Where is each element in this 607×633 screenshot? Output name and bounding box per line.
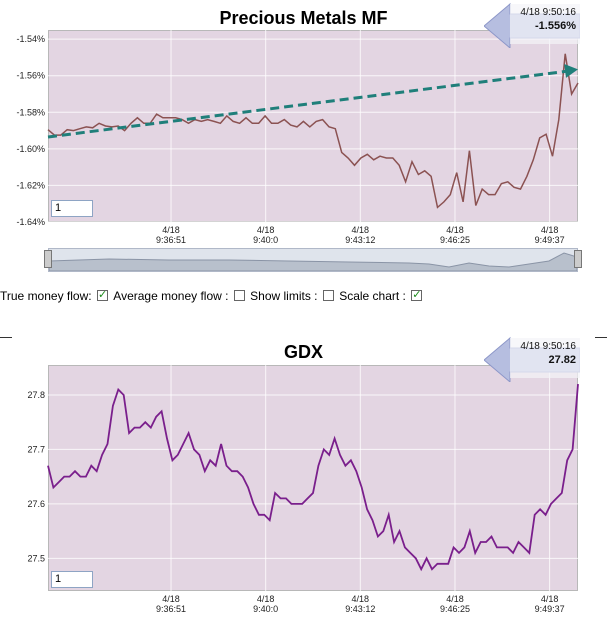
bottom-value-callout: 4/18 9:50:16 27.82 bbox=[484, 336, 580, 382]
y-tick-label: 27.6 bbox=[27, 499, 45, 509]
x-tick-label: 9:36:51 bbox=[156, 604, 186, 614]
y-tick-label: -1.58% bbox=[16, 107, 45, 117]
x-tick-label: 9:40:0 bbox=[253, 235, 278, 245]
x-tick-label: 4/18 bbox=[352, 594, 370, 604]
top-zoom-input[interactable]: 1 bbox=[51, 200, 93, 217]
show-limits-label: Show limits : bbox=[250, 288, 318, 303]
x-tick-label: 4/18 bbox=[257, 594, 275, 604]
x-tick-label: 4/18 bbox=[541, 225, 559, 235]
chart-controls: True money flow: Average money flow : Sh… bbox=[0, 288, 424, 303]
x-tick-label: 4/18 bbox=[257, 225, 275, 235]
x-tick-label: 4/18 bbox=[541, 594, 559, 604]
y-tick-label: 27.7 bbox=[27, 444, 45, 454]
average-money-flow-checkbox[interactable] bbox=[233, 290, 245, 302]
x-tick-label: 9:49:37 bbox=[535, 235, 565, 245]
top-chart-title: Precious Metals MF bbox=[219, 8, 388, 28]
trend-arrow-head bbox=[564, 64, 578, 78]
y-tick-label: -1.54% bbox=[16, 34, 45, 44]
corner-mark-left bbox=[0, 337, 12, 338]
x-tick-label: 9:40:0 bbox=[253, 604, 278, 614]
y-tick-label: -1.62% bbox=[16, 180, 45, 190]
bottom-chart-title: GDX bbox=[283, 342, 323, 362]
true-money-flow-label: True money flow: bbox=[0, 288, 92, 303]
top-callout-time: 4/18 9:50:16 bbox=[520, 7, 576, 18]
x-tick-label: 9:43:12 bbox=[345, 604, 375, 614]
top-value-callout: 4/18 9:50:16 -1.556% bbox=[484, 2, 580, 48]
navigator-left-handle[interactable] bbox=[44, 250, 52, 268]
callout-arrow-icon bbox=[484, 2, 580, 48]
corner-mark-right bbox=[595, 337, 607, 338]
y-tick-label: 27.8 bbox=[27, 390, 45, 400]
x-tick-label: 9:46:25 bbox=[440, 604, 470, 614]
callout-arrow-icon bbox=[484, 336, 580, 382]
price-line bbox=[47, 384, 579, 572]
y-tick-label: -1.64% bbox=[16, 217, 45, 227]
x-tick-label: 9:36:51 bbox=[156, 235, 186, 245]
x-tick-label: 4/18 bbox=[446, 225, 464, 235]
scale-chart-checkbox[interactable] bbox=[411, 288, 423, 302]
bottom-callout-value: 27.82 bbox=[548, 354, 576, 366]
trend-arrow-line bbox=[47, 69, 571, 139]
y-tick-label: -1.60% bbox=[16, 144, 45, 154]
x-tick-label: 4/18 bbox=[446, 594, 464, 604]
x-tick-label: 9:49:37 bbox=[535, 604, 565, 614]
y-tick-label: -1.56% bbox=[16, 71, 45, 81]
scale-chart-label: Scale chart : bbox=[339, 288, 406, 303]
bottom-callout-time: 4/18 9:50:16 bbox=[520, 341, 576, 352]
x-tick-label: 4/18 bbox=[162, 225, 180, 235]
top-plot-area[interactable] bbox=[48, 30, 578, 222]
x-tick-label: 4/18 bbox=[162, 594, 180, 604]
x-tick-label: 9:46:25 bbox=[440, 235, 470, 245]
x-tick-label: 4/18 bbox=[352, 225, 370, 235]
x-tick-label: 9:43:12 bbox=[345, 235, 375, 245]
range-navigator[interactable] bbox=[48, 248, 578, 272]
top-chart-svg: -1.54% -1.56% -1.58% -1.60% -1.62% -1.64% 4/18… bbox=[16, 30, 579, 245]
navigator-right-handle[interactable] bbox=[574, 250, 582, 268]
show-limits-checkbox[interactable] bbox=[322, 290, 334, 302]
average-money-flow-label: Average money flow : bbox=[113, 288, 229, 303]
true-money-flow-checkbox[interactable] bbox=[96, 288, 108, 302]
bottom-plot-area[interactable] bbox=[48, 365, 578, 591]
price-line bbox=[47, 53, 579, 209]
top-callout-value: -1.556% bbox=[535, 20, 576, 32]
y-tick-label: 27.5 bbox=[27, 553, 45, 563]
bottom-zoom-input[interactable]: 1 bbox=[51, 571, 93, 588]
